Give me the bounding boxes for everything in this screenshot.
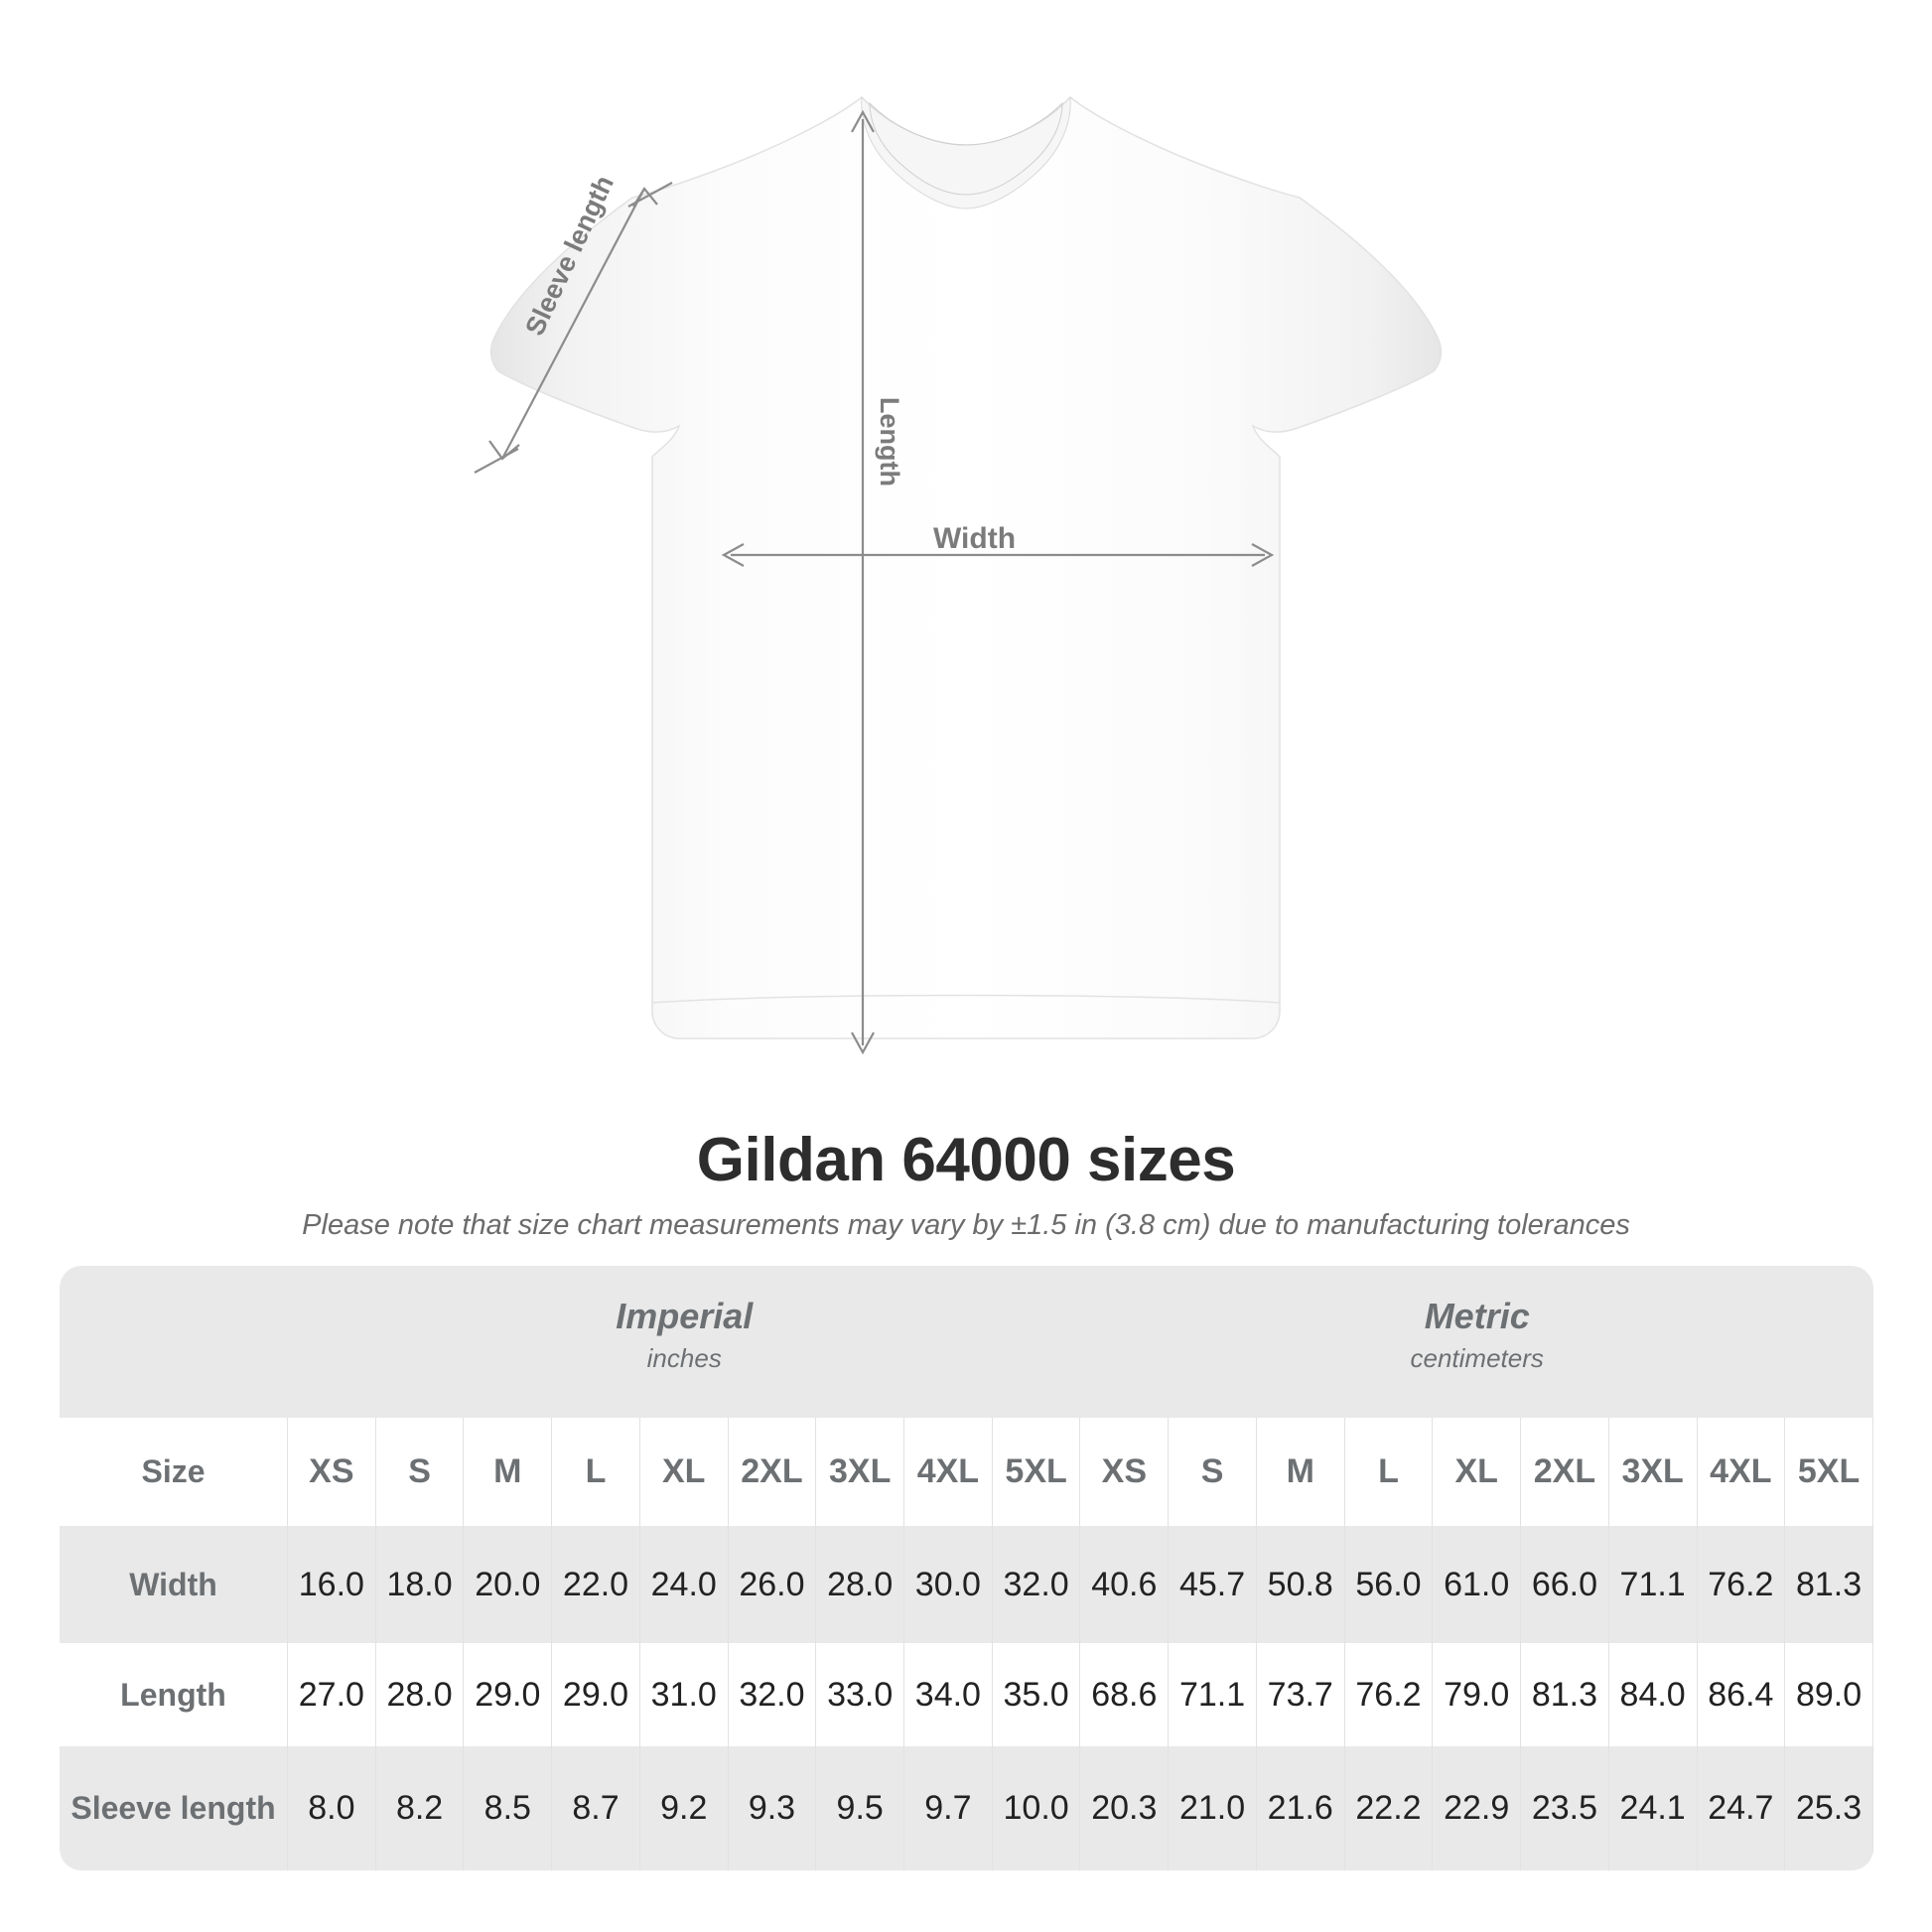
- svg-text:Length: Length: [875, 397, 904, 486]
- svg-text:Width: Width: [933, 522, 1016, 555]
